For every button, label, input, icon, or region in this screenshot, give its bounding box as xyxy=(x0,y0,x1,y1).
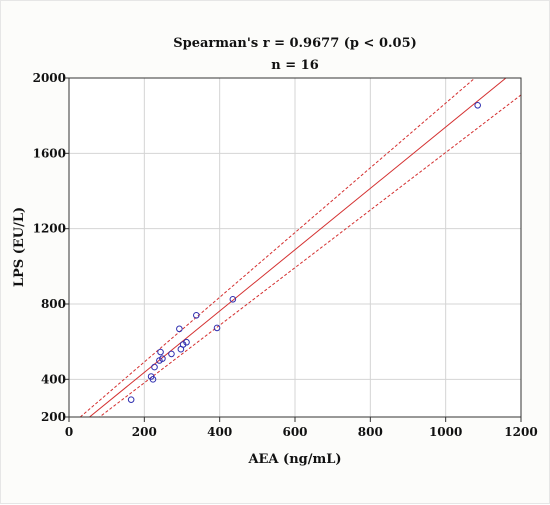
x-axis-ticks: 0 200 400 600 800 1000 1200 xyxy=(65,417,538,439)
y-tick-label: 2000 xyxy=(33,71,66,85)
data-point xyxy=(149,376,157,383)
data-point xyxy=(229,295,237,303)
data-point xyxy=(168,350,175,358)
y-axis-label: LPS (EU/L) xyxy=(12,207,27,287)
x-tick-label: 1200 xyxy=(504,425,537,439)
x-tick-label: 1000 xyxy=(429,425,462,439)
y-tick-label: 200 xyxy=(41,410,66,424)
confidence-band xyxy=(79,78,521,417)
chart-title: Spearman's r = 0.9677 (p < 0.05) xyxy=(173,36,417,51)
data-point xyxy=(474,102,481,109)
x-axis-label: AEA (ng/mL) xyxy=(247,452,341,467)
data-point xyxy=(213,324,221,332)
x-tick-label: 0 xyxy=(65,425,73,439)
confidence-lower-line xyxy=(98,94,521,417)
y-axis-ticks: 200 400 800 1200 1600 2000 xyxy=(33,71,69,424)
data-point xyxy=(127,396,135,403)
y-tick-label: 1600 xyxy=(33,146,66,160)
data-point xyxy=(176,325,183,333)
y-tick-label: 1200 xyxy=(33,222,66,236)
data-point xyxy=(159,355,166,362)
x-tick-label: 800 xyxy=(358,425,383,439)
data-point xyxy=(157,348,164,356)
x-tick-label: 600 xyxy=(282,425,307,439)
grid-lines xyxy=(69,78,521,417)
data-point xyxy=(183,338,190,346)
x-tick-label: 400 xyxy=(207,425,232,439)
x-tick-label: 200 xyxy=(132,425,157,439)
data-point xyxy=(151,363,158,371)
data-points xyxy=(127,102,481,403)
chart-subtitle: n = 16 xyxy=(271,58,319,73)
y-tick-label: 800 xyxy=(41,297,66,311)
y-tick-label: 400 xyxy=(41,372,66,386)
data-point xyxy=(193,312,200,319)
confidence-upper-line xyxy=(79,78,476,417)
